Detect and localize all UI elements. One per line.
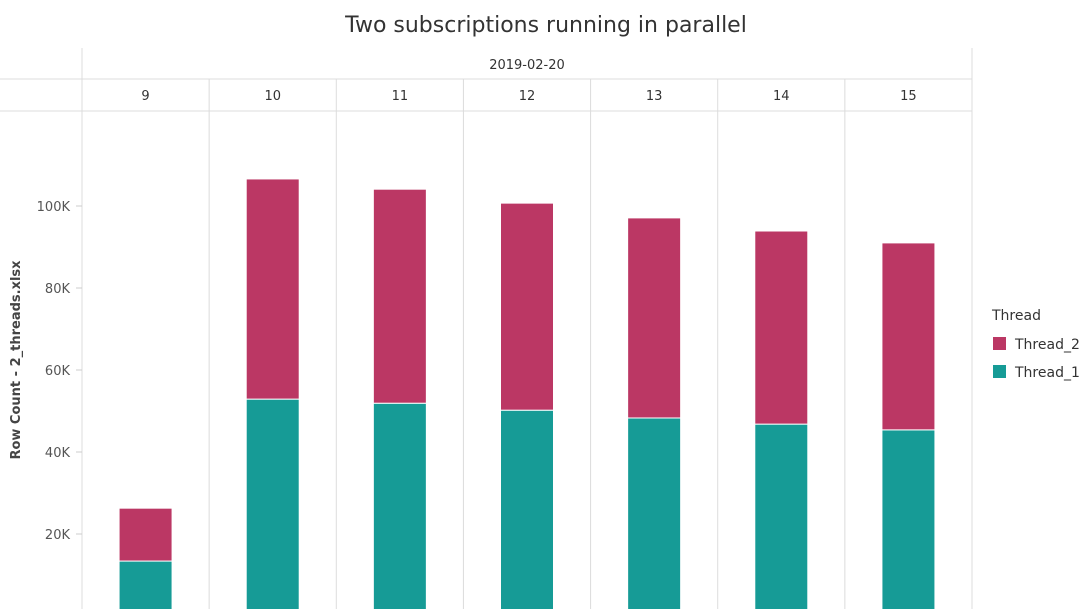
column-header-date: 2019-02-20 — [489, 58, 565, 73]
legend-label-thread_1: Thread_1 — [1014, 365, 1080, 381]
bars — [118, 178, 936, 613]
x-tick-label: 14 — [773, 89, 790, 104]
bar-thread_1-10 — [245, 398, 300, 613]
bar-thread_1-14 — [754, 423, 809, 613]
x-tick-label: 15 — [900, 89, 917, 104]
bar-thread_1-13 — [627, 417, 682, 613]
x-tick-label: 11 — [392, 89, 409, 104]
x-tick-label: 13 — [646, 89, 663, 104]
x-tick-label: 9 — [141, 89, 149, 104]
bar-thread_2-11 — [372, 188, 427, 404]
legend-swatch-thread_1 — [993, 365, 1006, 378]
bar-thread_2-9 — [118, 507, 173, 562]
legend-title: Thread — [991, 308, 1041, 324]
bar-thread_2-10 — [245, 178, 300, 400]
grid: 9 10 11 12 13 14 15 20K 40K 60K 80K 100K — [0, 48, 973, 609]
y-axis-label: Row Count - 2_threads.xlsx — [9, 260, 24, 460]
bar-thread_1-12 — [500, 409, 554, 613]
bar-thread_2-15 — [881, 242, 936, 431]
legend-label-thread_2: Thread_2 — [1014, 337, 1080, 353]
x-tick-label: 10 — [264, 89, 281, 104]
y-tick-label: 80K — [45, 282, 71, 297]
y-tick-label: 100K — [37, 200, 71, 215]
y-tick-label: 20K — [45, 528, 71, 543]
bar-thread_1-9 — [118, 560, 173, 613]
bar-thread_2-13 — [627, 217, 682, 419]
bar-thread_2-14 — [754, 230, 809, 425]
y-tick-label: 60K — [45, 364, 71, 379]
bar-thread_2-12 — [500, 202, 554, 411]
y-tick-label: 40K — [45, 446, 71, 461]
chart-title: Two subscriptions running in parallel — [344, 13, 747, 38]
x-tick-label: 12 — [519, 89, 536, 104]
bar-thread_1-11 — [372, 402, 427, 613]
legend: Thread Thread_2 Thread_1 — [991, 308, 1080, 381]
legend-swatch-thread_2 — [993, 337, 1006, 350]
bar-thread_1-15 — [881, 429, 936, 613]
